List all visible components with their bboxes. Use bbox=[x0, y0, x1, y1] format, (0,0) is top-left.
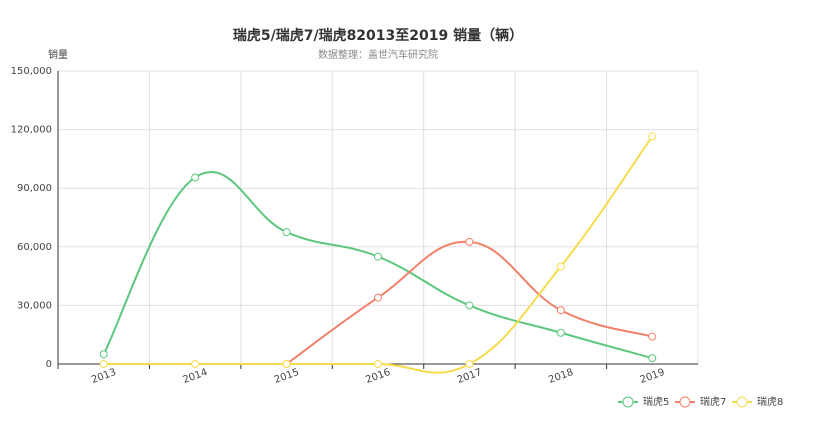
point bbox=[374, 252, 382, 261]
point bbox=[374, 293, 382, 302]
y-tick-label: 150,000 bbox=[11, 66, 52, 77]
point bbox=[282, 228, 291, 237]
point bbox=[191, 173, 200, 182]
point bbox=[465, 237, 474, 246]
legend-marker bbox=[736, 396, 748, 408]
x-tick-label: 2019 bbox=[639, 367, 667, 386]
point bbox=[465, 301, 474, 310]
x-tick-label: 2018 bbox=[547, 367, 575, 386]
y-tick-label: 90,000 bbox=[17, 183, 52, 194]
legend-label: 瑞虎8 bbox=[757, 396, 783, 408]
x-tick-label: 2015 bbox=[273, 367, 301, 386]
point bbox=[191, 360, 200, 368]
series-line bbox=[102, 170, 653, 360]
x-tick-label: 2013 bbox=[90, 367, 118, 386]
legend-marker bbox=[679, 396, 691, 408]
point bbox=[99, 360, 108, 368]
x-tick-label: 2017 bbox=[456, 367, 484, 386]
point bbox=[282, 360, 291, 368]
x-tick-label: 2014 bbox=[181, 367, 209, 386]
y-tick-label: 30,000 bbox=[17, 300, 52, 311]
point bbox=[99, 350, 108, 359]
point bbox=[648, 332, 657, 341]
point bbox=[556, 306, 565, 315]
legend-label: 瑞虎7 bbox=[700, 396, 726, 408]
x-tick-label: 2016 bbox=[364, 367, 392, 386]
y-tick-label: 0 bbox=[46, 359, 52, 370]
legend-marker bbox=[622, 396, 634, 408]
y-tick-label: 120,000 bbox=[11, 125, 52, 136]
legend-label: 瑞虎5 bbox=[643, 396, 669, 408]
chart-title: 瑞虎5/瑞虎7/瑞虎82013至2019 销量（辆） bbox=[233, 27, 523, 44]
point bbox=[648, 132, 657, 141]
point bbox=[556, 262, 565, 271]
point bbox=[465, 360, 474, 368]
point bbox=[648, 354, 657, 363]
point bbox=[556, 328, 565, 337]
y-axis-label: 销量 bbox=[48, 48, 68, 61]
chart-subtitle: 数据整理：盖世汽车研究院 bbox=[318, 48, 438, 61]
y-tick-label: 60,000 bbox=[17, 242, 52, 253]
point bbox=[374, 360, 382, 368]
